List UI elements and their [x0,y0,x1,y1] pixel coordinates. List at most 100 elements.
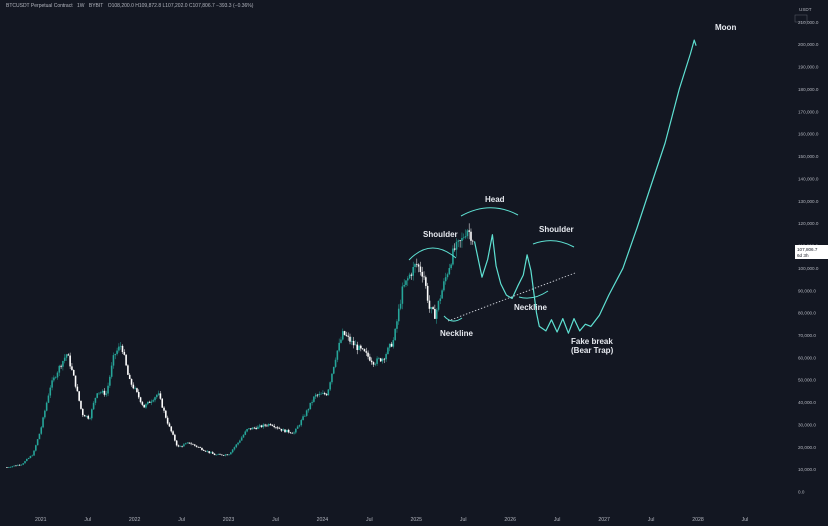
candle-body [434,309,436,319]
candle-body [208,451,210,453]
candle-body [296,426,299,429]
interval[interactable]: 1W [77,3,85,9]
candle-body [430,307,433,309]
candle-body [163,407,165,411]
candle-body [11,466,14,468]
candle-body [266,425,268,427]
symbol-name: BTCUSDT Perpetual Contract [6,3,73,9]
y-tick-label: 150,000.0 [798,154,819,159]
candle-body [213,453,216,456]
candle-body [175,440,178,446]
candle-body [269,424,272,426]
candle-body [322,393,324,394]
candle-body [302,416,304,421]
candle-body [109,376,111,386]
candle-body [192,444,194,445]
annotations: Shoulder Head Shoulder Neckline Neckline… [423,23,736,355]
candle-body [16,464,19,466]
candle-body [248,428,250,430]
candle-body [412,266,415,276]
candle-body [365,351,368,353]
candle-body [7,467,10,468]
x-tick-label: 2028 [692,517,704,523]
candle-body [91,409,93,419]
candle-body [145,404,147,408]
candle-body [370,360,373,363]
y-tick-label: 50,000.0 [798,378,816,383]
candle-body [273,425,275,428]
candle-body [251,427,254,430]
candle-body [121,345,124,353]
candle-body [379,358,382,362]
x-tick-label: Jul [648,517,655,523]
candle-body [313,396,315,402]
time-axis[interactable]: 2021 Jul 2022 Jul 2023 Jul 2024 Jul 2025 Jul 2026 J… [35,517,748,523]
y-tick-label: 10,000.0 [798,467,816,472]
candle-body [137,392,140,398]
candle-body [231,449,234,453]
candle-body [92,402,95,410]
candle-body [9,467,12,468]
candle-body [388,343,391,348]
candle-body [275,427,277,428]
candle-body [219,454,221,455]
candle-body [98,392,100,394]
candle-body [130,378,133,385]
candle-body [161,398,164,408]
candle-body [354,344,357,346]
candle-body [159,393,162,399]
candle-body [170,426,173,432]
candle-body [439,298,442,301]
candle-body [390,343,393,347]
candle-body [351,340,353,342]
candle-body [18,464,21,466]
y-tick-label: 80,000.0 [798,311,816,316]
label-neckline-left: Neckline [440,329,473,338]
candle-body [444,277,447,282]
candle-body [295,428,297,433]
candle-body [284,429,286,433]
candle-body [49,387,52,396]
x-tick-label: Jul [554,517,561,523]
candle-body [417,264,420,267]
candle-body [81,408,84,416]
candle-body [260,425,263,428]
candle-body [58,365,61,373]
candle-body [376,358,378,364]
candle-body [206,451,209,452]
candle-body [258,425,261,427]
candle-body [53,377,55,381]
candle-body [360,345,362,349]
label-moon: Moon [715,23,736,32]
x-tick-label: Jul [272,517,279,523]
label-neckline-right: Neckline [514,303,547,312]
y-tick-label: 60,000.0 [798,355,816,360]
candle-body [186,442,189,444]
candle-body [157,393,160,395]
candle-body [72,369,75,376]
candle-body [441,290,443,299]
candle-body [314,394,317,397]
candle-body [42,417,44,428]
candle-body [188,442,191,444]
candle-body [367,352,369,357]
candle-body [233,447,236,450]
candle-body [152,400,154,402]
candle-body [304,415,306,417]
candle-body [347,335,350,337]
candle-body [139,397,142,403]
candle-body [361,348,364,350]
candle-body [85,415,88,417]
candle-body [13,465,15,467]
candle-body [307,408,310,411]
settings-icon[interactable] [794,14,808,23]
candle-body [278,428,281,429]
candle-body [76,386,79,392]
candle-body [349,336,351,342]
x-tick-label: 2022 [129,517,141,523]
candle-body [51,380,53,388]
candle-body [452,248,454,265]
candle-body [107,385,109,394]
candle-body [69,355,71,367]
